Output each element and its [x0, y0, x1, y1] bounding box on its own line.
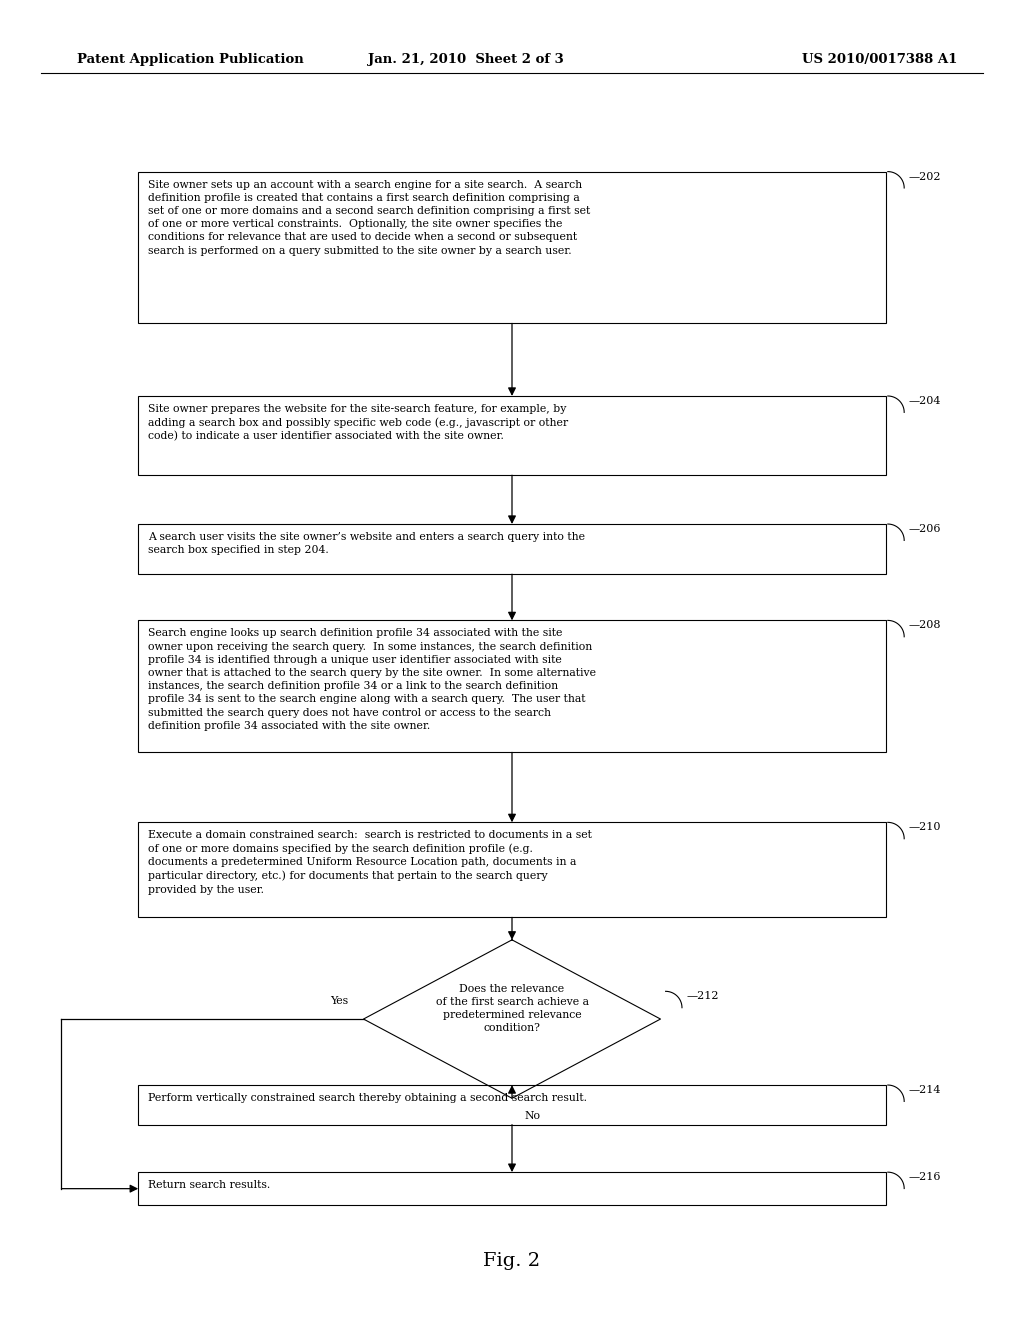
Text: —206: —206	[908, 524, 941, 535]
Text: —214: —214	[908, 1085, 941, 1096]
Text: Patent Application Publication: Patent Application Publication	[77, 53, 303, 66]
FancyBboxPatch shape	[138, 1085, 886, 1125]
Text: —216: —216	[908, 1172, 941, 1183]
Text: —204: —204	[908, 396, 941, 407]
Text: —208: —208	[908, 620, 941, 631]
Text: Jan. 21, 2010  Sheet 2 of 3: Jan. 21, 2010 Sheet 2 of 3	[368, 53, 564, 66]
Text: US 2010/0017388 A1: US 2010/0017388 A1	[802, 53, 957, 66]
Text: Return search results.: Return search results.	[148, 1180, 270, 1191]
FancyBboxPatch shape	[138, 822, 886, 917]
FancyBboxPatch shape	[138, 396, 886, 475]
Text: —210: —210	[908, 822, 941, 833]
Text: No: No	[524, 1111, 541, 1122]
Text: Yes: Yes	[330, 995, 348, 1006]
Text: Fig. 2: Fig. 2	[483, 1251, 541, 1270]
Text: Search engine looks up search definition profile 34 associated with the site
own: Search engine looks up search definition…	[148, 628, 596, 731]
FancyBboxPatch shape	[138, 172, 886, 323]
Text: Execute a domain constrained search:  search is restricted to documents in a set: Execute a domain constrained search: sea…	[148, 830, 592, 895]
FancyBboxPatch shape	[138, 524, 886, 574]
Text: Perform vertically constrained search thereby obtaining a second search result.: Perform vertically constrained search th…	[148, 1093, 588, 1104]
Text: Site owner prepares the website for the site-search feature, for example, by
add: Site owner prepares the website for the …	[148, 404, 568, 442]
FancyBboxPatch shape	[138, 620, 886, 752]
Text: A search user visits the site owner’s website and enters a search query into the: A search user visits the site owner’s we…	[148, 532, 586, 556]
Polygon shape	[364, 940, 660, 1098]
Text: —212: —212	[686, 991, 719, 1002]
Text: Does the relevance
of the first search achieve a
predetermined relevance
conditi: Does the relevance of the first search a…	[435, 983, 589, 1034]
FancyBboxPatch shape	[138, 1172, 886, 1205]
Text: —202: —202	[908, 172, 941, 182]
Text: Site owner sets up an account with a search engine for a site search.  A search
: Site owner sets up an account with a sea…	[148, 180, 591, 256]
